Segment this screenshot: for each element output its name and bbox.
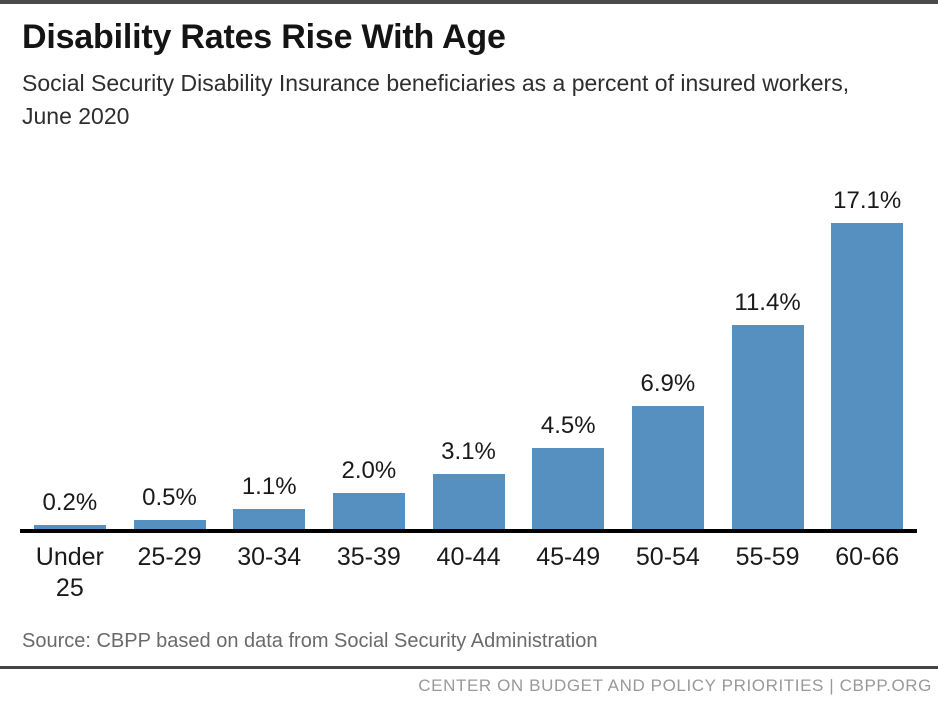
bar xyxy=(532,448,605,529)
bar xyxy=(33,525,106,529)
x-axis-label: 45-49 xyxy=(536,543,601,571)
bar-value-label: 1.1% xyxy=(241,473,297,500)
bar-column: 3.1% xyxy=(419,133,519,529)
footer-divider-rule xyxy=(0,666,938,669)
x-axis-label: 40-44 xyxy=(436,543,501,571)
bar-value-label: 0.5% xyxy=(142,484,197,511)
bar-value-label: 11.4% xyxy=(734,289,801,316)
bar-column: 2.0% xyxy=(319,133,419,529)
bar-column: 1.1% xyxy=(219,133,319,529)
bar-column: 4.5% xyxy=(518,133,618,529)
bar-column: 0.2% xyxy=(20,133,120,529)
bar-column: 6.9% xyxy=(618,133,718,529)
bar-value-label: 2.0% xyxy=(341,457,397,484)
bar-column: 0.5% xyxy=(120,133,220,529)
chart-subtitle: Social Security Disability Insurance ben… xyxy=(22,70,850,129)
bar-value-label: 6.9% xyxy=(640,370,696,397)
bar xyxy=(831,223,904,529)
bar-value-label: 4.5% xyxy=(540,412,596,439)
bar-column: 17.1% xyxy=(817,133,917,529)
bar-value-label: 17.1% xyxy=(833,187,902,214)
bar-column: 11.4% xyxy=(718,133,818,529)
bar xyxy=(631,406,704,529)
x-axis-label: 30-34 xyxy=(237,543,302,571)
bar xyxy=(233,509,306,529)
x-axis-label: Under 25 xyxy=(35,543,104,602)
bar xyxy=(731,325,804,529)
bar-value-label: 3.1% xyxy=(441,438,496,465)
chart-header: Disability Rates Rise With Age Social Se… xyxy=(0,4,938,133)
x-axis-label: 50-54 xyxy=(635,543,700,571)
page-title: Disability Rates Rise With Age xyxy=(22,18,506,56)
bar xyxy=(332,493,405,529)
bar-value-label: 0.2% xyxy=(42,489,98,516)
bar xyxy=(133,520,206,529)
x-axis-label: 55-59 xyxy=(735,543,800,571)
footer-branding: CENTER ON BUDGET AND POLICY PRIORITIES |… xyxy=(418,676,932,695)
x-axis-label: 35-39 xyxy=(336,543,401,571)
source-note: Source: CBPP based on data from Social S… xyxy=(22,630,598,652)
x-axis-label: 25-29 xyxy=(137,543,202,571)
plot-area: 0.2% 0.5% 1.1% 2.0% 3.1% 4.5% 6.9% 11.4% 17.1% xyxy=(20,133,917,533)
bar xyxy=(432,474,505,529)
x-axis-label: 60-66 xyxy=(835,543,900,571)
x-axis-labels: Under 25 25-29 30-34 35-39 40-44 45-49 50-54 55… xyxy=(20,533,917,604)
top-border-rule xyxy=(0,0,938,4)
